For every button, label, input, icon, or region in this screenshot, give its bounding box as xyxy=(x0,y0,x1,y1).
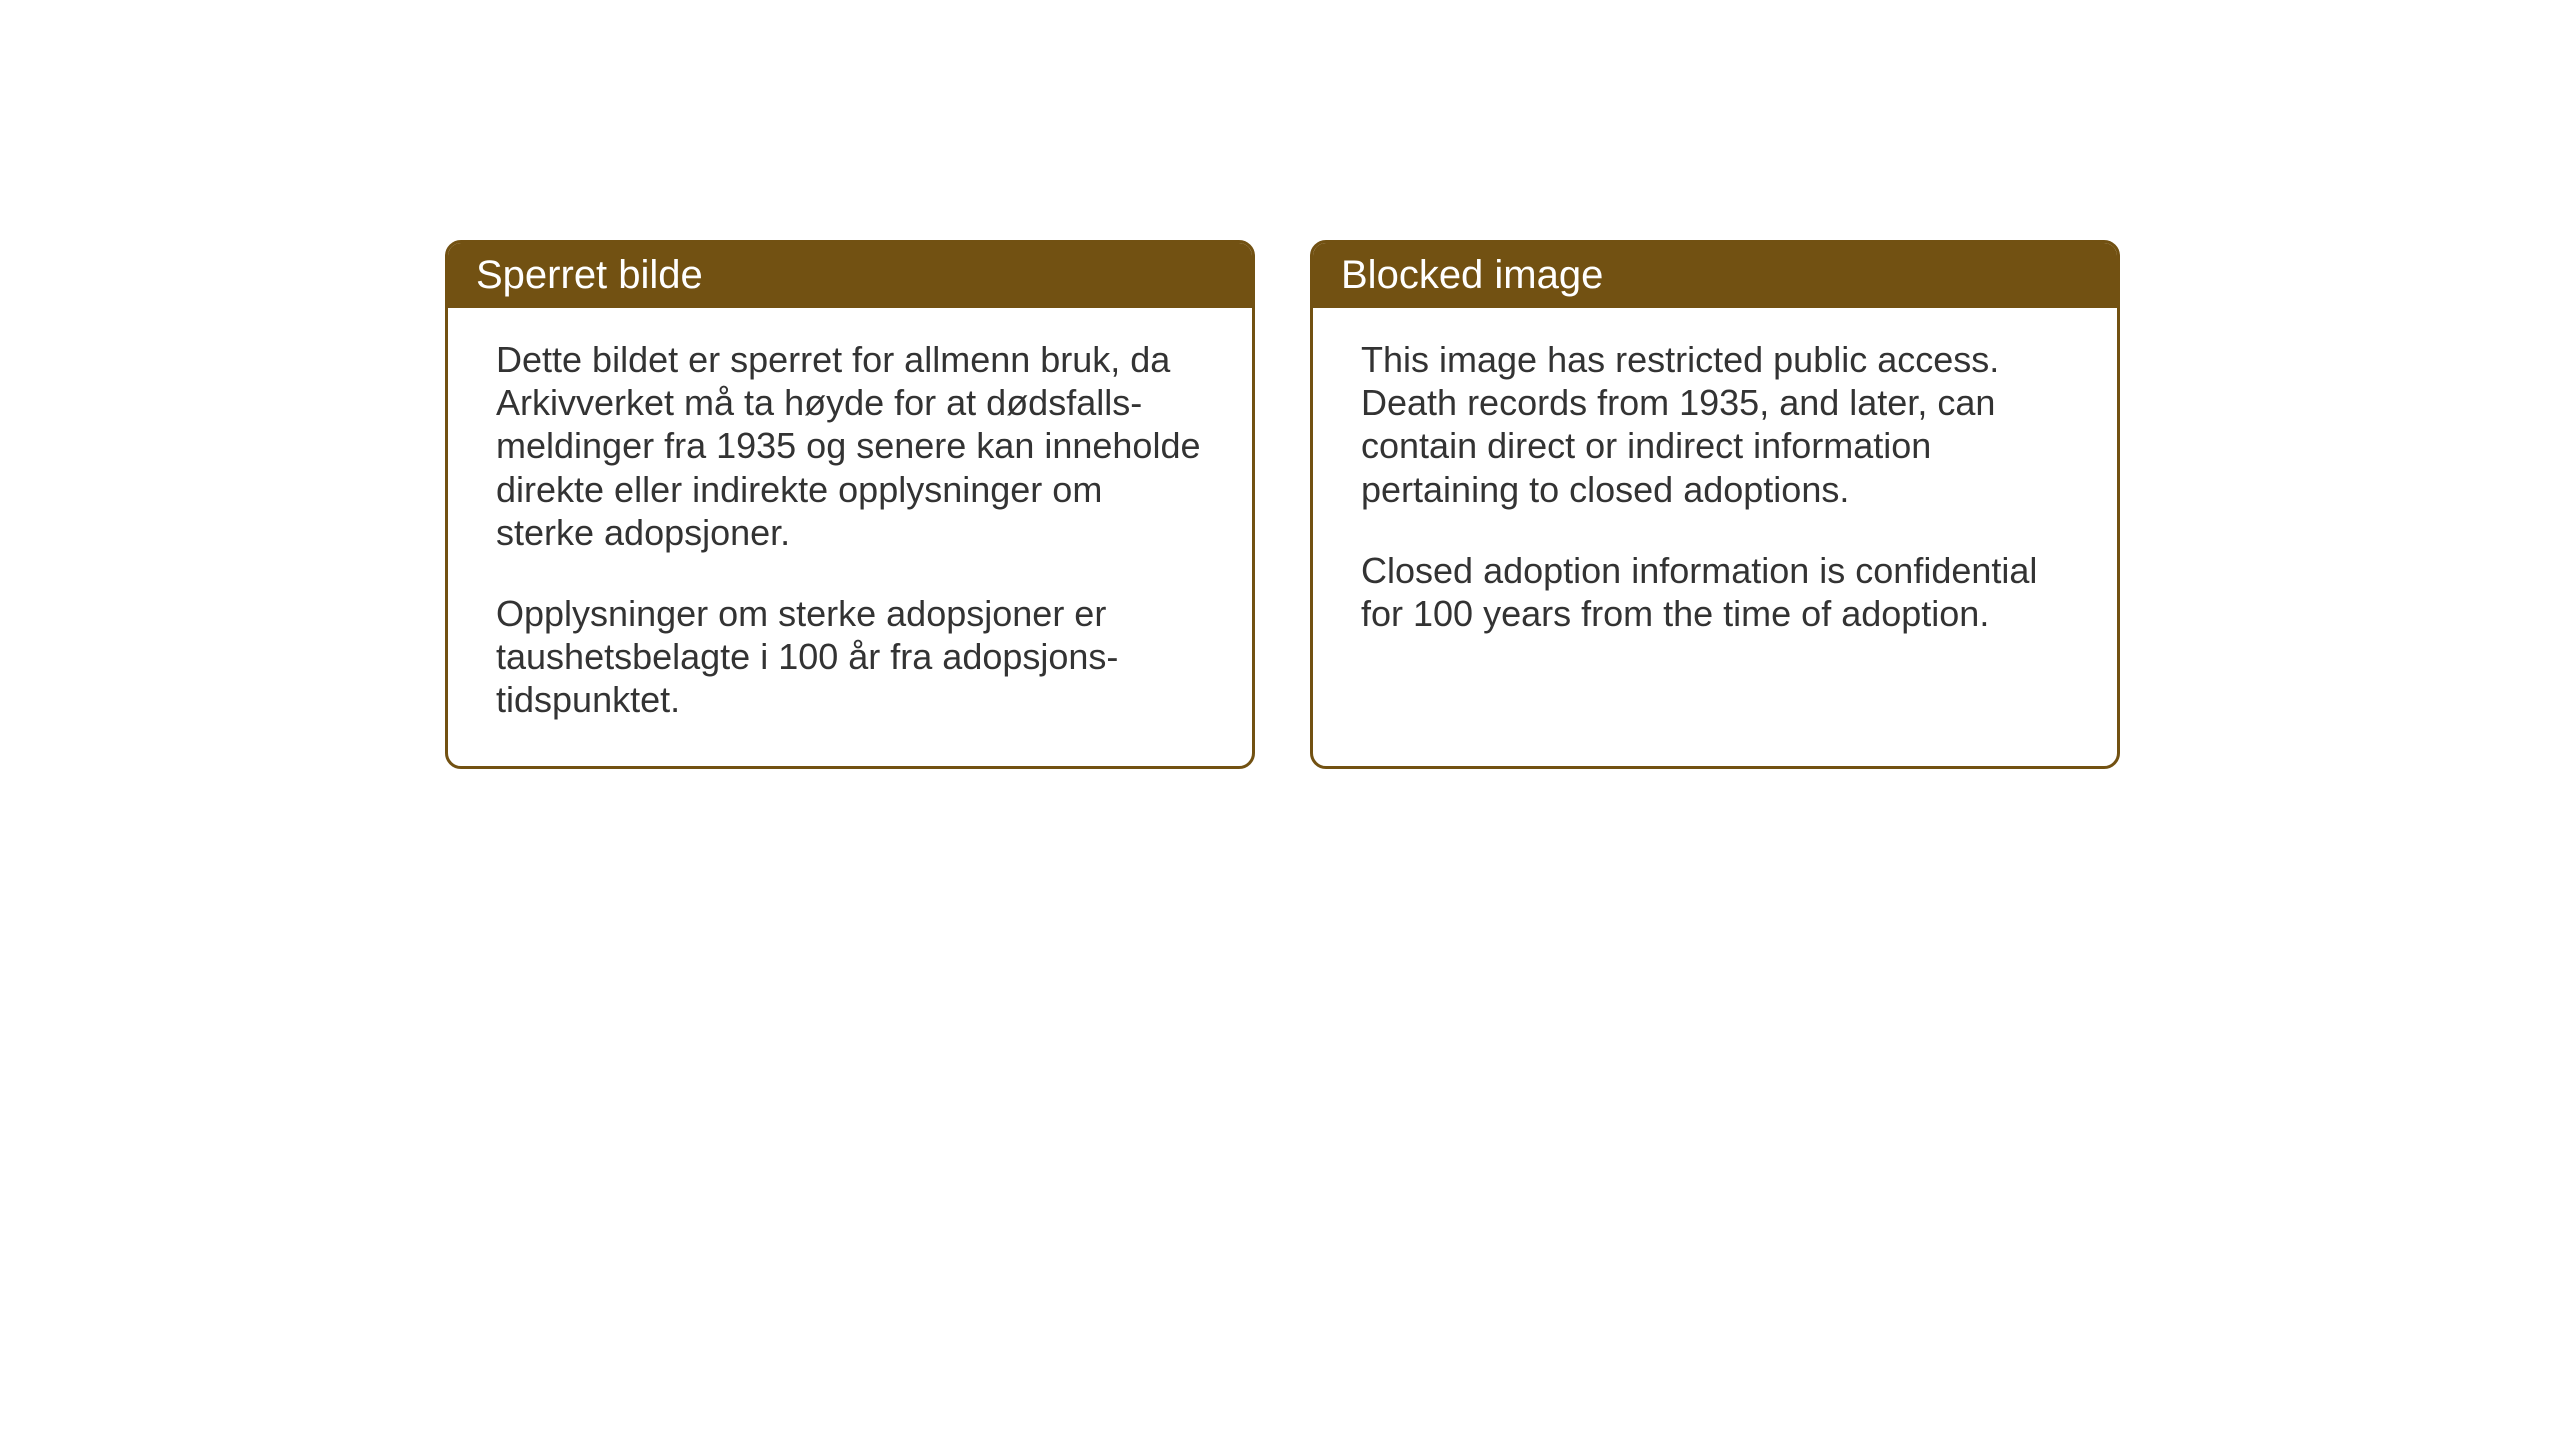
notice-box-english: Blocked image This image has restricted … xyxy=(1310,240,2120,769)
notice-container: Sperret bilde Dette bildet er sperret fo… xyxy=(445,240,2120,769)
notice-paragraph: Closed adoption information is confident… xyxy=(1361,549,2069,635)
notice-body: This image has restricted public access.… xyxy=(1313,308,2117,679)
notice-paragraph: Opplysninger om sterke adopsjoner er tau… xyxy=(496,592,1204,722)
notice-body: Dette bildet er sperret for allmenn bruk… xyxy=(448,308,1252,766)
notice-title: Sperret bilde xyxy=(476,253,703,297)
notice-header: Sperret bilde xyxy=(448,243,1252,308)
notice-paragraph: Dette bildet er sperret for allmenn bruk… xyxy=(496,338,1204,554)
notice-paragraph: This image has restricted public access.… xyxy=(1361,338,2069,511)
notice-header: Blocked image xyxy=(1313,243,2117,308)
notice-box-norwegian: Sperret bilde Dette bildet er sperret fo… xyxy=(445,240,1255,769)
notice-title: Blocked image xyxy=(1341,253,1603,297)
